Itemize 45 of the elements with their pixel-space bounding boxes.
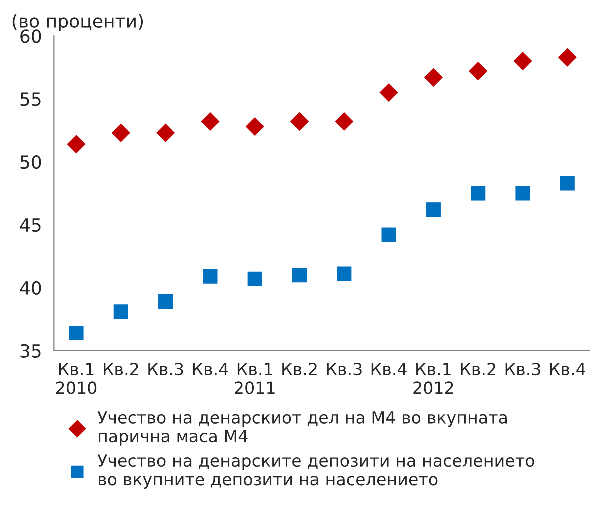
point <box>248 272 262 286</box>
x-tick-label: Кв.4 <box>193 363 228 376</box>
point <box>290 112 310 132</box>
point <box>560 176 575 191</box>
x-tick-label: Кв.4 <box>550 363 586 376</box>
legend-label: Учество на денарските депозити на населението во вкупните депозити на населението <box>98 454 534 489</box>
x-tick-label: Кв.3 <box>148 362 184 376</box>
y-tick-label: 35 <box>20 344 41 358</box>
point <box>382 228 396 242</box>
x-tick-label: Кв.1 2010 <box>56 363 97 394</box>
point <box>469 62 488 81</box>
x-tick-label: Кв.2 <box>282 362 317 376</box>
point <box>558 48 577 67</box>
point <box>156 124 176 142</box>
point <box>112 124 130 142</box>
point <box>471 186 486 201</box>
point <box>516 186 530 201</box>
x-tick-label: Кв.4 <box>372 363 407 376</box>
y-tick-label: 60 <box>20 30 42 44</box>
legend-label: Учество на денарскиот дел на М4 во вкупната парична маса М4 <box>98 412 508 446</box>
point <box>158 294 174 310</box>
chart-title: (во проценти) <box>12 14 144 32</box>
point <box>292 268 308 283</box>
point <box>514 52 532 71</box>
y-tick-label: 50 <box>20 155 42 170</box>
x-tick-label: Кв.1 2011 <box>235 363 275 394</box>
point <box>203 269 218 284</box>
x-tick-label: Кв.3 <box>327 362 362 376</box>
point <box>67 135 86 154</box>
y-tick-label: 40 <box>20 281 42 296</box>
point <box>337 266 352 282</box>
x-tick-label: Кв.2 <box>104 362 138 376</box>
point <box>426 202 441 218</box>
point <box>246 117 264 136</box>
x-tick-label: Кв.2 <box>461 362 496 376</box>
point <box>380 83 398 102</box>
point <box>335 112 354 132</box>
y-tick-label: 55 <box>20 92 41 106</box>
x-tick-label: Кв.3 <box>506 362 540 376</box>
y-tick-label: 45 <box>20 218 41 232</box>
point <box>201 112 220 132</box>
point <box>69 326 84 341</box>
x-tick-label: Кв.1 2012 <box>414 363 454 394</box>
point <box>114 304 128 320</box>
point <box>424 68 444 87</box>
